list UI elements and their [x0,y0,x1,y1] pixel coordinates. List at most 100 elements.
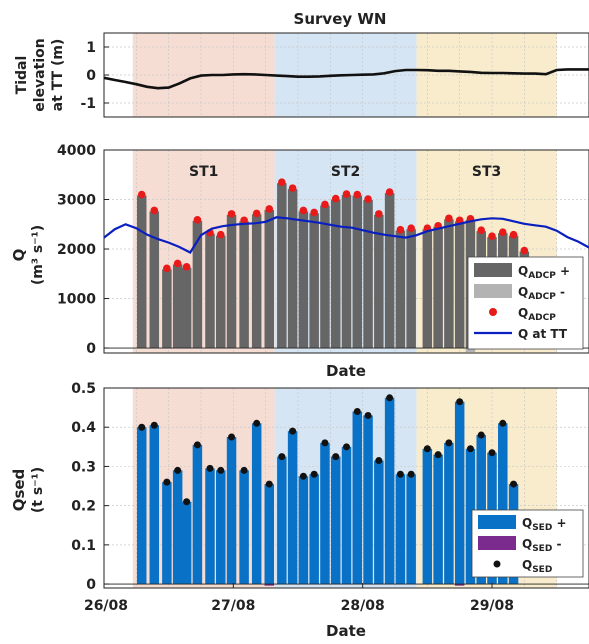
q-sed-plus-bar [136,427,147,585]
q-adcp-plus-bar [352,195,363,349]
q-adcp-dot [498,228,507,236]
q-adcp-plus-bar [298,211,309,349]
q-sed-plus-bar [205,468,215,585]
q-sed-plus-bar [309,474,319,585]
q-sed-plus-bar [251,423,262,585]
sediment-ytick-label: 0.5 [71,381,96,397]
tidal-elevation-line [103,68,589,90]
q-adcp-dot [310,208,318,217]
sediment-xtick-label: 27/08 [211,598,255,614]
discharge-ylabel: Q [10,249,28,262]
q-adcp-dot [299,206,308,215]
legend-label: QSED - [522,537,561,554]
q-adcp-plus-bar [395,230,406,349]
sediment-ytick-label: 0.4 [71,420,96,436]
q-sed-plus-bar [149,425,160,585]
q-sed-dot [353,408,361,416]
q-adcp-dot [321,200,329,209]
q-adcp-plus-bar [277,183,287,349]
q-sed-dot [253,419,261,427]
q-adcp-plus-bar [287,189,298,349]
q-sed-dot [386,394,394,402]
q-adcp-plus-bar [309,213,319,349]
q-adcp-dot [509,230,518,239]
q-adcp-dot [375,210,383,218]
q-adcp-plus-bar [444,219,454,349]
q-adcp-plus-bar [406,229,416,349]
station-label-st3: ST3 [472,164,501,180]
q-adcp-plus-bar [454,221,465,349]
q-sed-plus-bar [406,474,416,585]
q-sed-plus-bar [181,501,192,585]
q-adcp-dot [407,224,415,233]
tidal-ytick-label: -1 [80,96,96,112]
q-sed-dot [265,480,273,488]
q-sed-plus-bar [192,444,203,585]
q-adcp-plus-bar [172,264,183,349]
q-sed-plus-bar [395,474,406,585]
q-sed-dot [510,480,518,488]
q-sed-plus-bar [498,423,508,585]
q-adcp-plus-bar [341,195,352,349]
q-adcp-dot [455,216,464,225]
q-sed-minus-bar [264,584,275,586]
q-sed-plus-bar [298,476,309,585]
q-sed-dot [299,472,307,480]
q-sed-dot [445,439,453,447]
q-adcp-plus-bar [226,214,237,349]
discharge-yunit: (m³ s⁻¹) [30,225,46,285]
legend-swatch-q-minus [474,284,512,298]
q-adcp-dot [137,190,146,199]
q-sed-plus-bar [341,446,352,585]
q-sed-plus-bar [363,415,373,585]
sediment-xtick-label: 26/08 [84,598,128,614]
q-sed-plus-bar [422,448,433,585]
q-sed-plus-bar [444,442,454,585]
q-adcp-plus-bar [205,233,215,349]
legend-swatch-sed-dot [493,560,501,568]
q-adcp-plus-bar [181,267,192,349]
discharge-frame [103,149,589,354]
q-sed-dot [423,445,431,453]
q-sed-dot [499,419,507,427]
q-sed-dot [321,439,329,447]
sediment-discharge-panel: 0 0.1 0.2 0.3 0.4 0.5 26/08 27/08 28/08 29/08 Qsed… [10,381,589,614]
q-adcp-dot [364,195,372,203]
q-adcp-plus-bar [422,229,433,349]
q-sed-plus-bar [454,401,465,585]
q-sed-dot [343,443,350,451]
q-adcp-plus-bar [192,220,203,349]
legend-label-sub: SED [532,565,552,575]
q-adcp-dot [265,205,274,213]
q-adcp-dot [520,246,529,255]
q-sed-dot [138,423,146,431]
q-adcp-dot [385,188,394,196]
q-adcp-plus-bar [136,195,147,349]
q-adcp-dot [353,190,362,199]
q-sed-plus-bar [352,411,363,585]
discharge-ytick-label: 4000 [57,143,96,159]
q-adcp-dot [163,264,171,273]
station-label-st1: ST1 [189,164,218,180]
q-sed-dot [193,441,201,449]
discharge-ytick-label: 3000 [57,193,96,209]
q-adcp-dot [193,216,202,224]
tidal-ylabel: elevation [32,38,48,111]
legend-swatch-q-plus [474,263,512,277]
sediment-frame [103,387,589,589]
q-sed-plus-bar [172,470,183,585]
q-sed-dot [278,453,286,461]
q-adcp-dot [278,178,286,186]
legend-label: Q at TT [518,327,568,341]
legend-label-sub: ADCP [528,292,556,302]
legend-label-suffix: - [556,285,565,299]
q-adcp-plus-bar [384,193,395,349]
q-sed-minus-bar [454,584,465,586]
legend-label-sub: SED [532,544,552,554]
discharge-xlabel: Date [326,362,366,380]
q-adcp-dot [331,194,340,203]
sediment-ytick-label: 0.2 [71,499,96,515]
q-sed-dot [375,457,383,465]
q-adcp-dot [173,259,182,268]
q-adcp-plus-bar [433,226,443,349]
